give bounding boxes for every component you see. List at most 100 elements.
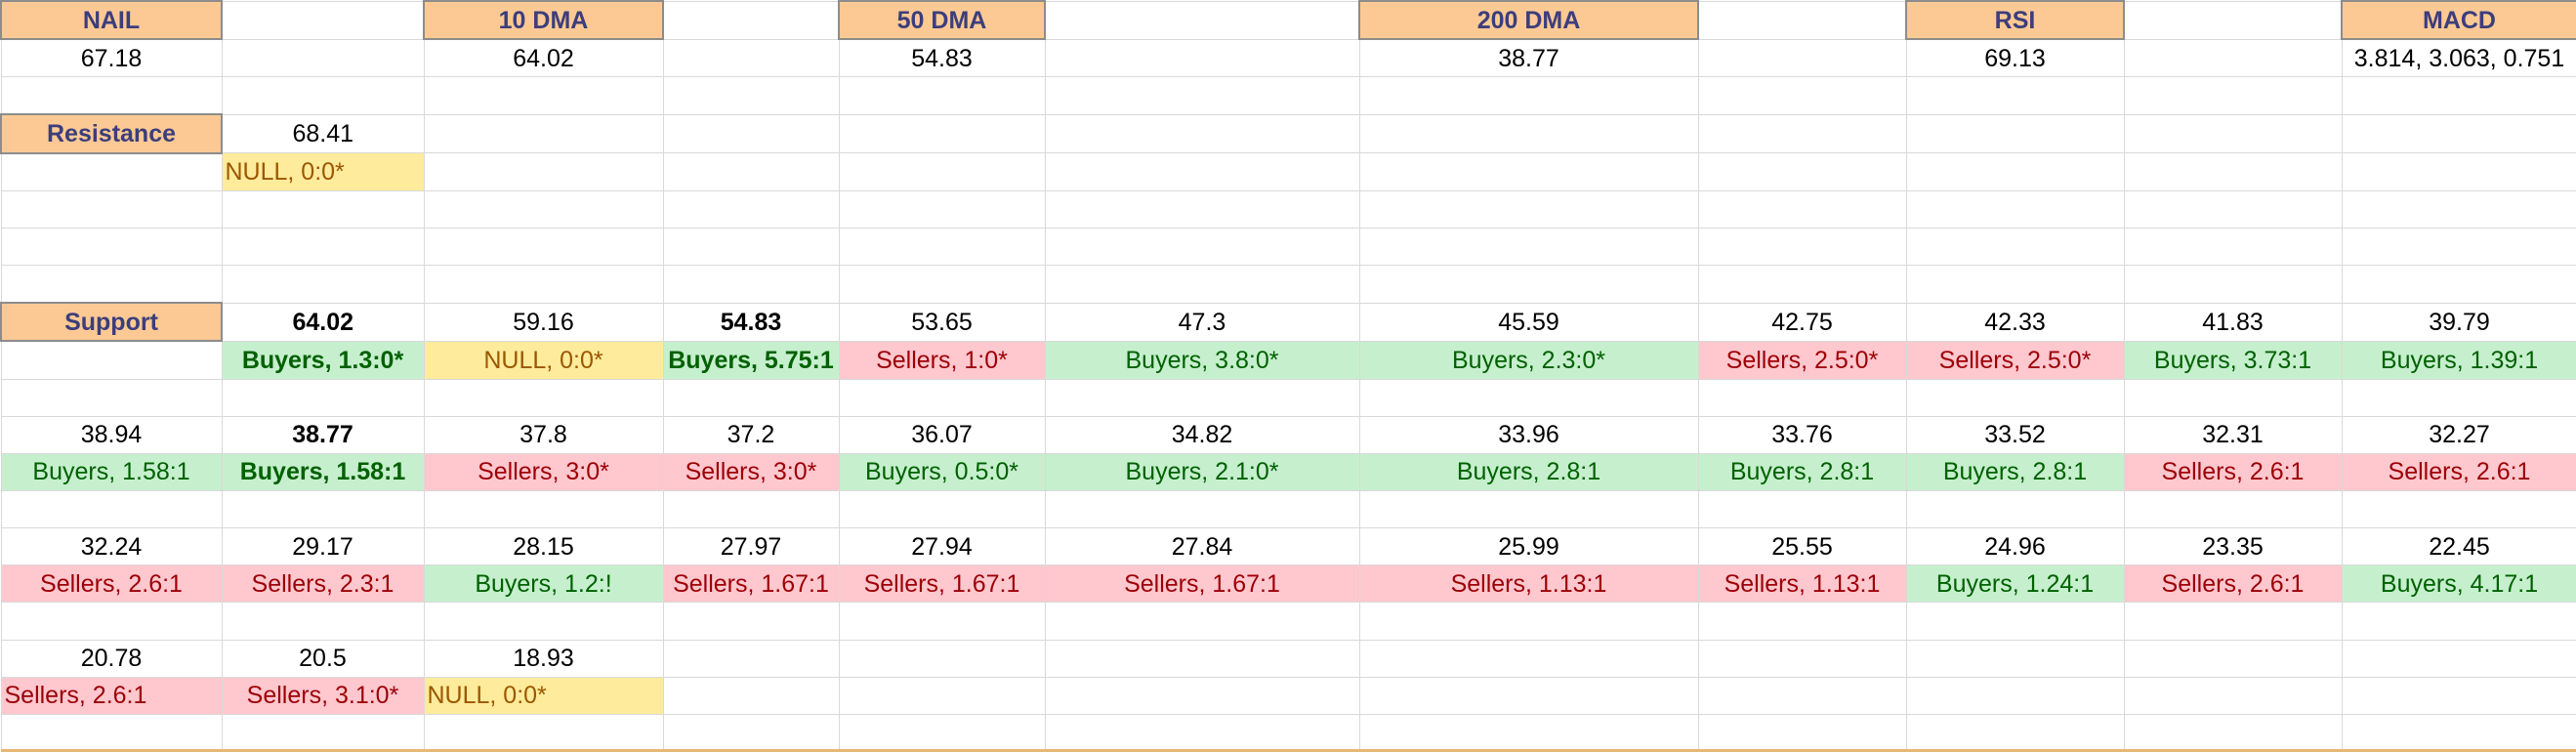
empty-cell[interactable] [2123,639,2343,678]
empty-cell[interactable] [0,378,223,417]
empty-cell[interactable] [662,0,840,40]
empty-cell[interactable] [221,602,425,641]
support-ratio-cell[interactable]: Buyers, 2.1:0* [1044,452,1360,492]
empty-cell[interactable] [423,189,664,229]
empty-cell[interactable] [2341,639,2576,678]
empty-cell[interactable] [838,378,1046,417]
resistance-label-cell[interactable]: Resistance [0,113,223,154]
empty-cell[interactable] [662,489,840,529]
empty-cell[interactable] [221,38,425,78]
empty-cell[interactable] [662,227,840,267]
empty-cell[interactable] [2341,378,2576,417]
empty-cell[interactable] [1905,489,2125,529]
support-ratio-cell[interactable]: Sellers, 1:0* [838,340,1046,380]
empty-cell[interactable] [0,227,223,267]
support-ratio-cell[interactable]: Sellers, 1.67:1 [838,564,1046,604]
ma200-value-cell[interactable]: 38.77 [1358,38,1699,78]
empty-cell[interactable] [1905,378,2125,417]
empty-cell[interactable] [1697,489,1907,529]
empty-cell[interactable] [662,676,840,715]
support-ratio-cell[interactable]: Buyers, 2.8:1 [1358,452,1699,492]
empty-cell[interactable] [2123,602,2343,641]
empty-cell[interactable] [1044,378,1360,417]
empty-cell[interactable] [1044,0,1360,40]
support-ratio-cell[interactable]: Sellers, 2.6:1 [0,564,223,604]
empty-cell[interactable] [0,76,223,115]
ticker-header-cell[interactable]: NAIL [0,0,223,41]
empty-cell[interactable] [1905,639,2125,678]
empty-cell[interactable] [2341,602,2576,641]
empty-cell[interactable] [1697,76,1907,115]
empty-cell[interactable] [1044,713,1360,752]
empty-cell[interactable] [1697,152,1907,191]
support-ratio-cell[interactable]: Buyers, 1.58:1 [221,452,425,492]
empty-cell[interactable] [221,265,425,304]
support-level-cell[interactable]: 20.78 [0,639,223,678]
empty-cell[interactable] [2123,189,2343,229]
support-level-cell[interactable]: 64.02 [221,302,425,342]
empty-cell[interactable] [423,378,664,417]
empty-cell[interactable] [838,602,1046,641]
support-level-cell[interactable]: 41.83 [2123,302,2343,342]
empty-cell[interactable] [838,113,1046,154]
support-level-cell[interactable]: 27.84 [1044,527,1360,566]
price-cell[interactable]: 67.18 [0,38,223,78]
empty-cell[interactable] [1905,265,2125,304]
empty-cell[interactable] [1044,189,1360,229]
support-level-cell[interactable]: 47.3 [1044,302,1360,342]
support-ratio-cell[interactable]: Sellers, 2.6:1 [2123,564,2343,604]
support-level-cell[interactable]: 39.79 [2341,302,2576,342]
empty-cell[interactable] [423,489,664,529]
support-level-cell[interactable]: 18.93 [423,639,664,678]
empty-cell[interactable] [0,265,223,304]
support-level-cell[interactable]: 22.45 [2341,527,2576,566]
support-level-cell[interactable]: 36.07 [838,415,1046,454]
empty-cell[interactable] [1905,713,2125,752]
empty-cell[interactable] [1358,189,1699,229]
empty-cell[interactable] [2123,378,2343,417]
empty-cell[interactable] [1044,676,1360,715]
empty-cell[interactable] [1044,227,1360,267]
support-ratio-cell[interactable]: Buyers, 5.75:1 [662,340,840,380]
support-level-cell[interactable]: 25.55 [1697,527,1907,566]
empty-cell[interactable] [0,713,223,752]
empty-cell[interactable] [0,340,223,380]
support-level-cell[interactable]: 28.15 [423,527,664,566]
support-level-cell[interactable]: 33.52 [1905,415,2125,454]
empty-cell[interactable] [2341,489,2576,529]
empty-cell[interactable] [2123,676,2343,715]
empty-cell[interactable] [423,602,664,641]
support-label-cell[interactable]: Support [0,302,223,343]
support-ratio-cell[interactable]: Sellers, 2.6:1 [2341,452,2576,492]
support-level-cell[interactable]: 38.94 [0,415,223,454]
support-level-cell[interactable]: 42.33 [1905,302,2125,342]
support-level-cell[interactable]: 27.97 [662,527,840,566]
empty-cell[interactable] [2123,152,2343,191]
empty-cell[interactable] [1905,676,2125,715]
empty-cell[interactable] [1905,113,2125,154]
support-level-cell[interactable]: 38.77 [221,415,425,454]
empty-cell[interactable] [1905,189,2125,229]
support-level-cell[interactable]: 24.96 [1905,527,2125,566]
empty-cell[interactable] [423,265,664,304]
empty-cell[interactable] [2123,76,2343,115]
empty-cell[interactable] [838,152,1046,191]
empty-cell[interactable] [423,152,664,191]
empty-cell[interactable] [0,189,223,229]
empty-cell[interactable] [2341,152,2576,191]
empty-cell[interactable] [838,676,1046,715]
rsi-header-cell[interactable]: RSI [1905,0,2125,41]
empty-cell[interactable] [1044,76,1360,115]
empty-cell[interactable] [2123,38,2343,78]
empty-cell[interactable] [221,713,425,752]
empty-cell[interactable] [2341,265,2576,304]
empty-cell[interactable] [1358,676,1699,715]
empty-cell[interactable] [221,227,425,267]
support-level-cell[interactable]: 45.59 [1358,302,1699,342]
empty-cell[interactable] [1044,489,1360,529]
empty-cell[interactable] [2123,113,2343,154]
empty-cell[interactable] [2341,76,2576,115]
empty-cell[interactable] [2341,227,2576,267]
empty-cell[interactable] [1358,76,1699,115]
empty-cell[interactable] [662,639,840,678]
